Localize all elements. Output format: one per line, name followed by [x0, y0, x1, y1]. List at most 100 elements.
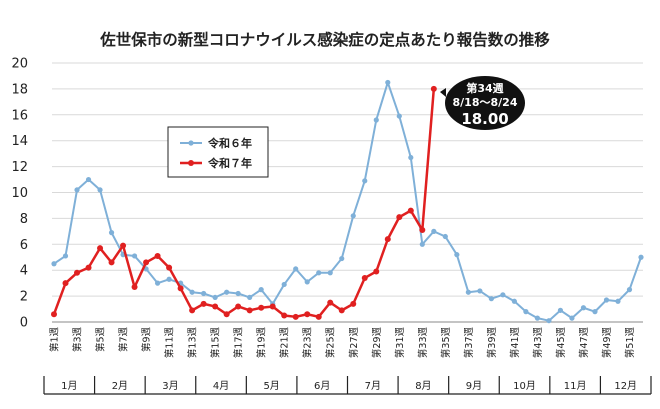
- series-1-point-32: [407, 207, 414, 214]
- month-label-9: 9月: [466, 380, 482, 392]
- series-0-point-10: [154, 280, 161, 286]
- callout-value: 18.00: [461, 110, 508, 128]
- series-0-point-37: [465, 289, 471, 295]
- series-1-point-21: [281, 312, 288, 319]
- series-1-point-5: [97, 245, 104, 252]
- series-0-point-44: [546, 318, 552, 324]
- legend: 令和６年 令和７年: [167, 126, 269, 178]
- series-1-point-18: [246, 307, 253, 314]
- series-1-point-19: [258, 304, 265, 311]
- x-tick-label-19: 第19週: [256, 327, 268, 359]
- y-tick-label-2: 2: [20, 290, 28, 305]
- series-0-point-28: [362, 178, 368, 184]
- series-0-point-22: [293, 266, 299, 272]
- x-tick-label-1: 第1週: [49, 327, 61, 353]
- legend-label-r7: 令和７年: [207, 156, 252, 170]
- series-0-point-6: [108, 230, 115, 236]
- series-1-point-6: [108, 259, 115, 266]
- series-0-point-4: [85, 176, 92, 183]
- series-0-point-15: [212, 294, 218, 300]
- x-axis-ticks: 第1週 第3週 第5週 第7週 第9週 第11週 第13週 第15週 第17週 第19週 第21週第…: [49, 327, 636, 359]
- x-tick-label-25: 第25週: [325, 327, 337, 359]
- legend-marker-r6: [188, 140, 194, 146]
- series-0-point-50: [615, 298, 621, 304]
- x-tick-label-3: 第3週: [72, 327, 84, 353]
- series-0-point-21: [281, 281, 287, 288]
- x-tick-label-43: 第43週: [532, 327, 544, 359]
- series-1-point-33: [419, 227, 426, 234]
- series-0-point-27: [350, 213, 356, 219]
- x-tick-label-27: 第27週: [348, 327, 360, 359]
- series-0-point-24: [316, 270, 322, 276]
- series-0-point-29: [373, 117, 379, 123]
- x-tick-label-45: 第45週: [555, 327, 567, 359]
- x-tick-label-35: 第35週: [440, 327, 452, 359]
- series-1-point-2: [62, 280, 69, 287]
- series-1-point-20: [269, 303, 276, 310]
- x-tick-label-13: 第13週: [187, 327, 199, 359]
- series-0-point-2: [62, 253, 69, 259]
- y-tick-label-0: 0: [20, 316, 28, 331]
- x-tick-label-17: 第17週: [233, 327, 245, 359]
- series-0-point-23: [304, 279, 310, 285]
- series-0-point-13: [189, 289, 195, 295]
- x-tick-label-41: 第41週: [509, 327, 521, 359]
- series-1-point-16: [223, 311, 230, 318]
- series-1-point-24: [315, 313, 322, 320]
- series-1-point-25: [327, 299, 334, 306]
- latest-value-callout: 第34週 8/18～8/24 18.00: [440, 76, 525, 130]
- series-0-point-16: [224, 289, 230, 295]
- series-0-point-52: [638, 254, 644, 260]
- month-label-10: 10月: [513, 380, 536, 392]
- series-1-point-9: [143, 259, 150, 266]
- month-label-2: 2月: [112, 380, 128, 392]
- series-1-point-8: [131, 284, 138, 291]
- series-0-point-1: [51, 261, 57, 267]
- grid-lines: [52, 62, 643, 323]
- series-1-point-15: [212, 303, 219, 310]
- chart-title: 佐世保市の新型コロナウイルス感染症の定点あたり報告数の推移: [99, 30, 550, 49]
- series-0-point-25: [327, 270, 333, 276]
- x-tick-label-9: 第9週: [141, 327, 153, 353]
- series-0-point-26: [339, 255, 345, 262]
- series-0-point-8: [131, 253, 138, 259]
- month-label-4: 4月: [213, 380, 229, 392]
- series-group: [51, 79, 644, 324]
- month-label-11: 11月: [564, 380, 587, 392]
- month-label-8: 8月: [415, 380, 431, 392]
- series-line-1: [52, 88, 436, 319]
- y-tick-label-6: 6: [20, 238, 28, 253]
- callout-bubble: [445, 76, 525, 130]
- series-1-point-31: [396, 214, 403, 221]
- series-0-point-36: [454, 252, 460, 258]
- callout-pointer: [440, 88, 446, 97]
- x-tick-label-11: 第11週: [164, 327, 176, 359]
- series-1-point-4: [85, 264, 92, 271]
- legend-marker-r7: [188, 160, 194, 166]
- month-label-12: 12月: [614, 380, 637, 392]
- series-0-point-30: [385, 79, 391, 86]
- y-axis-ticks: 0 2 4 6 8 10 12 14 16 18 20: [11, 57, 28, 331]
- x-tick-label-29: 第29週: [371, 327, 383, 359]
- month-label-6: 6月: [314, 380, 330, 392]
- x-tick-label-51: 第51週: [624, 327, 636, 359]
- series-0-point-17: [235, 290, 241, 297]
- callout-week: 第34週: [466, 81, 503, 95]
- callout-dates: 8/18～8/24: [453, 96, 518, 109]
- series-0-point-31: [396, 113, 402, 119]
- series-0-point-3: [74, 187, 80, 193]
- series-0-point-41: [511, 298, 517, 304]
- y-tick-label-20: 20: [11, 57, 28, 72]
- series-1-point-1: [51, 311, 57, 318]
- series-0-point-45: [557, 307, 564, 313]
- x-tick-label-47: 第47週: [578, 327, 590, 359]
- y-tick-label-12: 12: [11, 160, 28, 175]
- y-tick-label-16: 16: [11, 108, 28, 123]
- series-1-point-34: [430, 85, 437, 92]
- series-0-point-34: [431, 228, 437, 234]
- series-0-point-43: [534, 315, 541, 321]
- y-tick-label-8: 8: [20, 212, 28, 227]
- series-0-point-39: [488, 296, 494, 302]
- x-tick-label-39: 第39週: [486, 327, 498, 359]
